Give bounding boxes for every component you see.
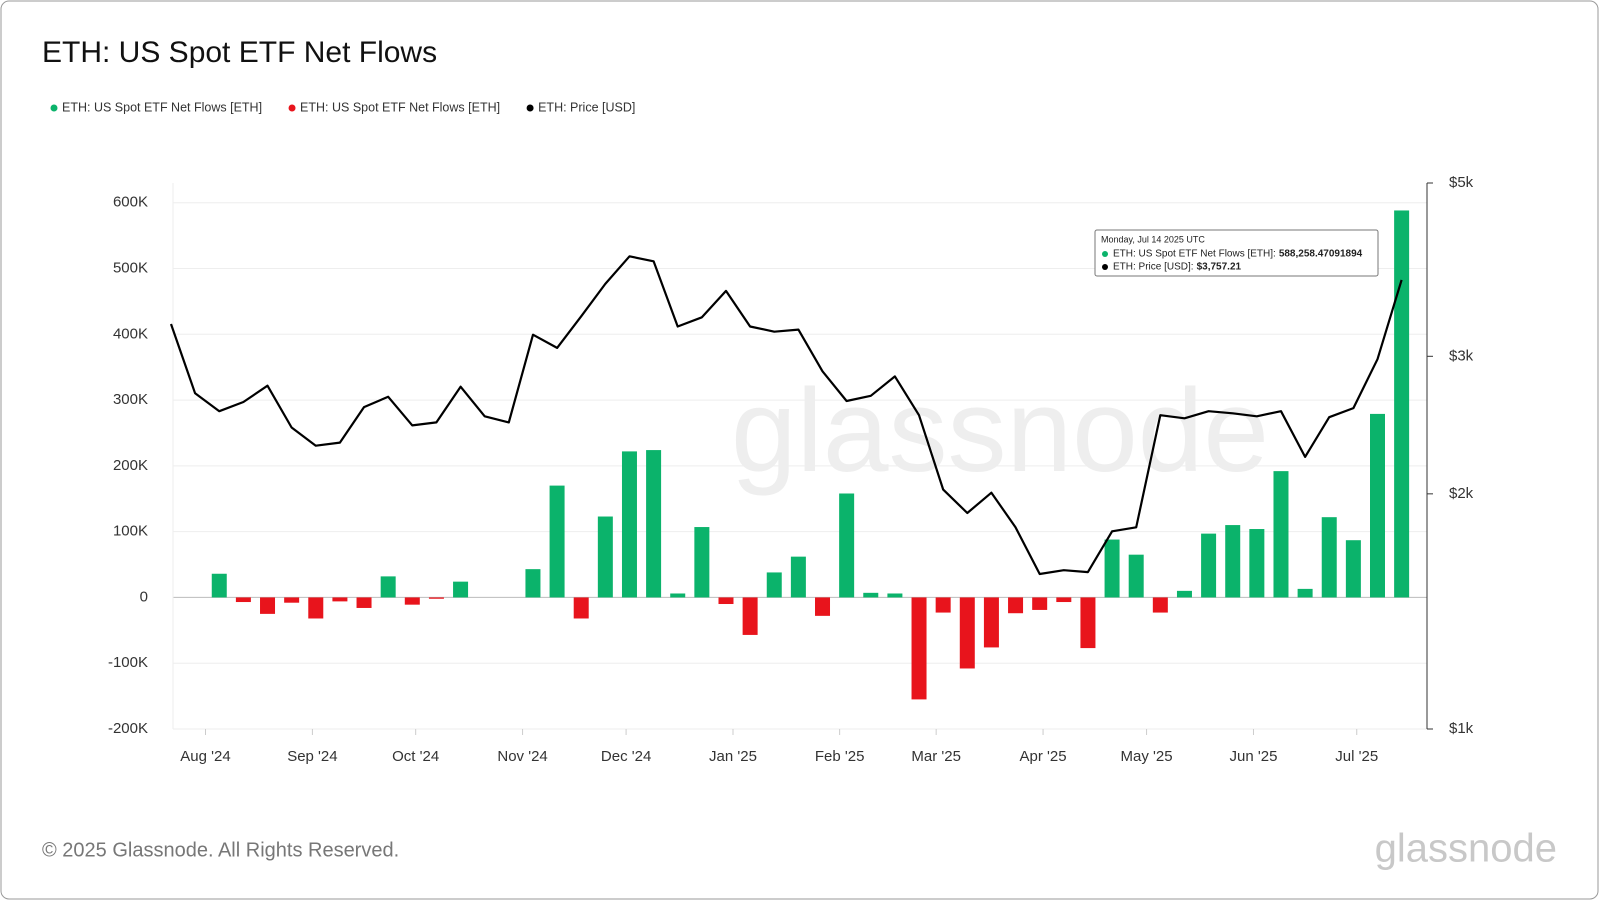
- legend-label: ETH: US Spot ETF Net Flows [ETH]: [62, 100, 262, 114]
- y-tick-label: 100K: [113, 523, 148, 540]
- bar: [959, 597, 975, 669]
- chart-title: ETH: US Spot ETF Net Flows: [42, 36, 437, 69]
- x-tick-label: May '25: [1121, 748, 1173, 765]
- bar: [1225, 525, 1241, 598]
- bar: [597, 516, 613, 598]
- logo: glassnode: [1375, 827, 1557, 871]
- bar: [1394, 210, 1410, 598]
- bar: [1152, 597, 1168, 613]
- bar: [646, 450, 662, 598]
- footer: © 2025 Glassnode. All Rights Reserved.: [42, 839, 399, 861]
- bar: [694, 527, 710, 598]
- x-tick-label: Apr '25: [1020, 748, 1067, 765]
- bar: [211, 573, 227, 598]
- bar: [863, 592, 879, 598]
- tooltip-marker: [1102, 264, 1108, 270]
- tooltip-value: $3,757.21: [1197, 262, 1242, 273]
- bar: [525, 569, 541, 598]
- watermark: glassnode: [731, 365, 1269, 497]
- legend-marker: [50, 104, 58, 112]
- tooltip-value: 588,258.47091894: [1279, 249, 1363, 260]
- y2-tick-label: $1k: [1449, 720, 1474, 737]
- bar: [549, 485, 565, 598]
- tooltip-title: Monday, Jul 14 2025 UTC: [1101, 234, 1205, 244]
- legend: ETH: US Spot ETF Net Flows [ETH] ETH: US …: [50, 100, 635, 114]
- bar: [1345, 540, 1361, 598]
- legend-label: ETH: Price [USD]: [538, 100, 635, 114]
- bar: [1249, 529, 1265, 598]
- tooltip-label: ETH: Price [USD]:: [1113, 262, 1194, 273]
- legend-marker: [526, 104, 534, 112]
- bar: [356, 597, 372, 608]
- x-tick-label: Feb '25: [815, 748, 865, 765]
- y-tick-label: -100K: [108, 654, 148, 671]
- bar: [621, 451, 637, 598]
- x-tick-label: Jul '25: [1335, 748, 1378, 765]
- x-tick-label: Nov '24: [497, 748, 547, 765]
- bar: [1297, 588, 1313, 598]
- bar: [308, 597, 324, 619]
- tooltip: Monday, Jul 14 2025 UTC ETH: US Spot ETF …: [1094, 229, 1379, 277]
- y-tick-label: -200K: [108, 720, 148, 737]
- x-tick-label: Jan '25: [709, 748, 757, 765]
- y-tick-label: 0: [140, 588, 148, 605]
- bar: [1370, 413, 1385, 598]
- bar: [404, 597, 420, 605]
- bar: [718, 597, 734, 605]
- y-tick-label: 300K: [113, 391, 148, 408]
- bar: [766, 572, 782, 598]
- bar: [1128, 554, 1144, 598]
- y-tick-label: 600K: [113, 194, 148, 211]
- bar: [887, 593, 903, 598]
- bar: [1080, 597, 1096, 649]
- bar: [790, 556, 806, 598]
- bar: [235, 597, 251, 603]
- x-tick-label: Mar '25: [911, 748, 961, 765]
- bar: [1008, 597, 1024, 614]
- bar: [1321, 517, 1337, 598]
- bar: [1176, 590, 1192, 598]
- bar: [284, 597, 300, 603]
- legend-label: ETH: US Spot ETF Net Flows [ETH]: [300, 100, 500, 114]
- bar: [1201, 533, 1217, 598]
- bar: [453, 581, 469, 598]
- y-tick-label: 200K: [113, 457, 148, 474]
- tooltip-marker: [1102, 251, 1108, 257]
- x-tick-label: Oct '24: [392, 748, 439, 765]
- x-tick-label: Jun '25: [1230, 748, 1278, 765]
- bar: [1032, 597, 1048, 610]
- bar: [1056, 597, 1072, 603]
- bar: [260, 597, 276, 614]
- bar: [332, 597, 348, 602]
- bar: [670, 593, 686, 598]
- x-tick-label: Aug '24: [180, 748, 230, 765]
- bar: [935, 597, 951, 613]
- y2-tick-label: $3k: [1449, 347, 1474, 364]
- bar: [815, 597, 831, 616]
- bar: [428, 597, 444, 599]
- bar: [1104, 539, 1120, 598]
- bar: [983, 597, 999, 648]
- bar: [839, 493, 855, 598]
- y2-tick-label: $2k: [1449, 485, 1474, 502]
- bar: [380, 576, 396, 598]
- y2-tick-label: $5k: [1449, 174, 1474, 191]
- y-tick-label: 400K: [113, 325, 148, 342]
- bar: [911, 597, 927, 700]
- y-tick-label: 500K: [113, 259, 148, 276]
- tooltip-box: [1094, 229, 1379, 277]
- tooltip-label: ETH: US Spot ETF Net Flows [ETH]:: [1113, 249, 1276, 260]
- bar: [742, 597, 758, 635]
- bar: [573, 597, 589, 619]
- plot: -200K -100K 0 100K 200K 300K 400K 500K 600K $1k $2…: [108, 174, 1474, 765]
- x-tick-label: Dec '24: [601, 748, 651, 765]
- legend-marker: [288, 104, 296, 112]
- price-line: [169, 255, 1403, 576]
- x-tick-label: Sep '24: [287, 748, 337, 765]
- bar: [1273, 471, 1289, 598]
